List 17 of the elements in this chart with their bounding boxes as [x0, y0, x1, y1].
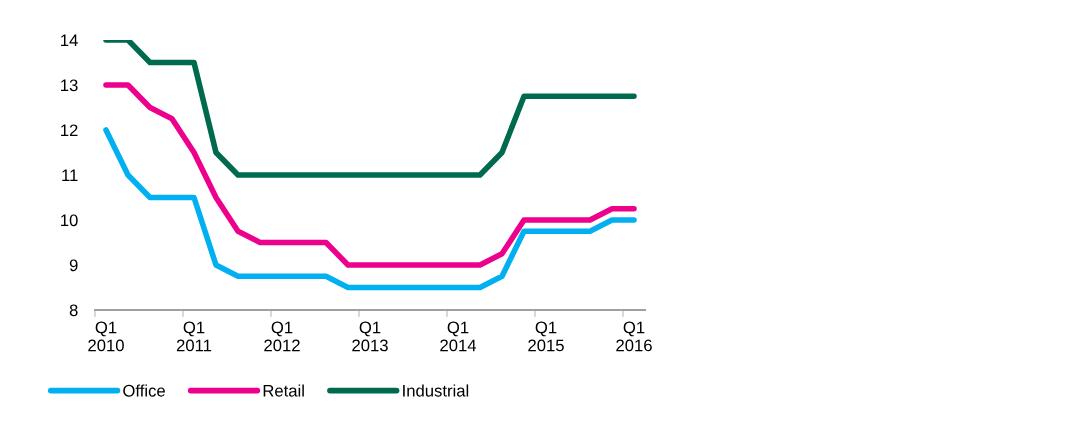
x-tick-label: Q1 2014 [440, 321, 477, 352]
y-tick-label: 9 [69, 259, 78, 272]
y-tick-label: 12 [61, 124, 78, 137]
x-tick-label: Q1 2013 [352, 321, 388, 352]
y-tick-label: 13 [61, 79, 78, 92]
legend-label: Retail [263, 384, 304, 397]
y-tick-label: 10 [61, 214, 78, 227]
y-tick-label: 14 [61, 34, 78, 47]
x-tick-label: Q1 2016 [616, 321, 652, 352]
x-tick-label: Q1 2011 [176, 321, 212, 352]
x-tick-label: Q1 2015 [528, 321, 564, 352]
y-tick-label: 11 [62, 169, 78, 182]
x-tick-label: Q1 2012 [264, 321, 300, 352]
legend-label: Office [123, 384, 165, 397]
y-tick-label: 8 [69, 304, 78, 317]
x-tick-label: Q1 2010 [88, 321, 124, 352]
legend-label: Industrial [403, 384, 469, 397]
